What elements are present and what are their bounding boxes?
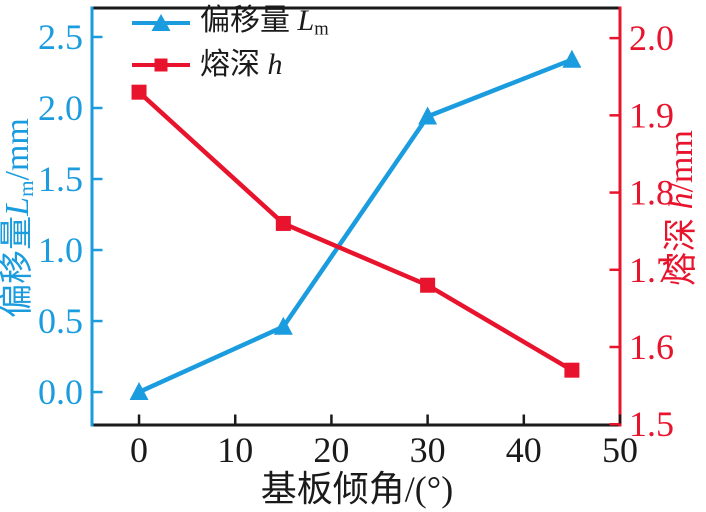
x-axis-tick-label: 20: [313, 430, 349, 470]
left-axis-tick-label: 2.0: [38, 88, 83, 128]
offset-data-point-marker: [273, 316, 293, 335]
left-axis-title-unit: /mm: [0, 118, 36, 181]
legend-melt-depth-symbol: h: [267, 48, 283, 81]
right-axis-tick-label: 1.9: [629, 95, 674, 135]
melt-depth-series-swatch-icon: [132, 58, 190, 72]
legend-offset-symbol: L: [297, 4, 315, 38]
left-axis-tick-label: 0.0: [38, 372, 83, 412]
offset-data-point-marker: [129, 382, 149, 401]
offset-data-point-marker: [562, 49, 582, 68]
offset-series-line: [138, 57, 573, 395]
x-axis-title: 基板倾角/(°): [260, 469, 454, 509]
melt-depth-data-point-marker: [131, 84, 147, 100]
legend-item-melt-depth: 熔深 h: [131, 44, 329, 86]
left-axis-title-subscript: m: [14, 180, 39, 197]
right-axis-tick-label: 1.6: [629, 327, 674, 367]
left-axis-tick-label: 0.5: [38, 301, 83, 341]
left-axis-title: 偏移量Lm/mm: [0, 118, 39, 318]
left-axis-tick-label: 2.5: [38, 17, 83, 57]
right-axis-tick-label: 2.0: [629, 18, 674, 58]
legend: 偏移量 Lm 熔深 h: [131, 2, 329, 86]
legend-melt-depth-text: 熔深: [200, 48, 268, 81]
x-axis-tick-label: 50: [602, 430, 638, 470]
legend-label-melt-depth: 熔深 h: [200, 50, 283, 80]
melt-depth-data-point-marker: [275, 215, 291, 231]
legend-offset-text: 偏移量: [200, 4, 298, 38]
right-axis-title-symbol: h: [663, 192, 700, 210]
x-axis-tick-label: 0: [130, 430, 148, 470]
right-axis-tick-label: 1.5: [629, 404, 674, 444]
right-axis-title-unit: /mm: [663, 130, 700, 193]
left-axis-tick-label: 1.5: [38, 159, 83, 199]
left-axis-title-text: 偏移量: [0, 215, 36, 318]
legend-label-offset: 偏移量 Lm: [200, 6, 329, 39]
melt-depth-series-line: [137, 90, 574, 373]
melt-depth-data-point-marker: [564, 362, 580, 378]
x-axis-tick-label: 10: [217, 430, 253, 470]
left-axis-title-symbol: L: [0, 196, 36, 216]
x-axis-tick-label: 30: [410, 430, 446, 470]
melt-depth-data-point-marker: [420, 277, 436, 293]
right-axis-title: 熔深 h/mm: [663, 130, 700, 286]
left-axis-tick-label: 1.0: [38, 230, 83, 270]
right-axis-tick-label: 1.8: [629, 173, 674, 213]
offset-series-swatch-icon: [132, 14, 190, 31]
right-axis-title-text: 熔深: [663, 209, 700, 286]
offset-data-point-marker: [418, 106, 438, 125]
legend-item-offset: 偏移量 Lm: [131, 2, 329, 44]
right-axis-tick-label: 1.7: [629, 250, 674, 290]
x-axis-tick-label: 40: [506, 430, 542, 470]
legend-offset-subscript: m: [314, 19, 329, 41]
